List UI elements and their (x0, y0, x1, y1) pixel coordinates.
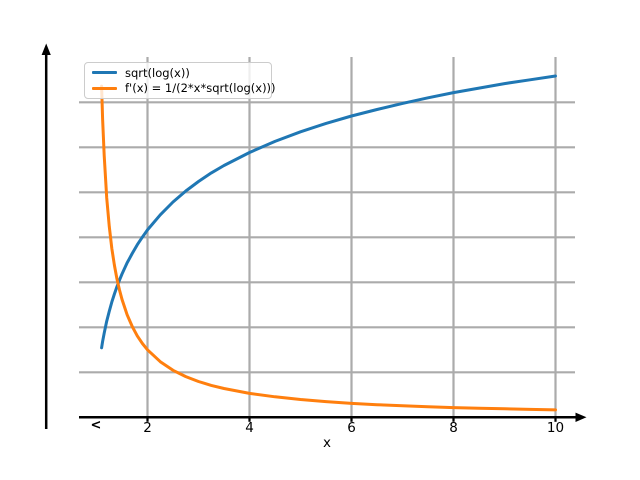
x-axis-label: x (323, 435, 331, 451)
legend-entry: sqrt(log(x)) (85, 65, 271, 81)
legend: sqrt(log(x)) f'(x) = 1/(2*x*sqrt(log(x))) (84, 62, 276, 99)
x-tick-label: 2 (143, 420, 152, 436)
legend-label: sqrt(log(x)) (125, 65, 190, 80)
legend-label: f'(x) = 1/(2*x*sqrt(log(x))) (125, 81, 276, 96)
x-axis-left-marker: < (90, 418, 102, 433)
legend-entry: f'(x) = 1/(2*x*sqrt(log(x))) (85, 81, 276, 97)
x-axis-arrowhead-icon (575, 412, 587, 422)
curve-series-0 (100, 74, 557, 350)
legend-line-swatch (92, 71, 117, 75)
legend-line-swatch (92, 86, 117, 90)
x-tick-label: 6 (347, 420, 356, 436)
x-tick-label: 8 (449, 420, 458, 436)
x-tick-label: 10 (546, 420, 565, 436)
x-tick-label: 4 (245, 420, 254, 436)
y-axis-arrowhead-icon (41, 43, 51, 55)
curve-series-1 (100, 84, 557, 412)
